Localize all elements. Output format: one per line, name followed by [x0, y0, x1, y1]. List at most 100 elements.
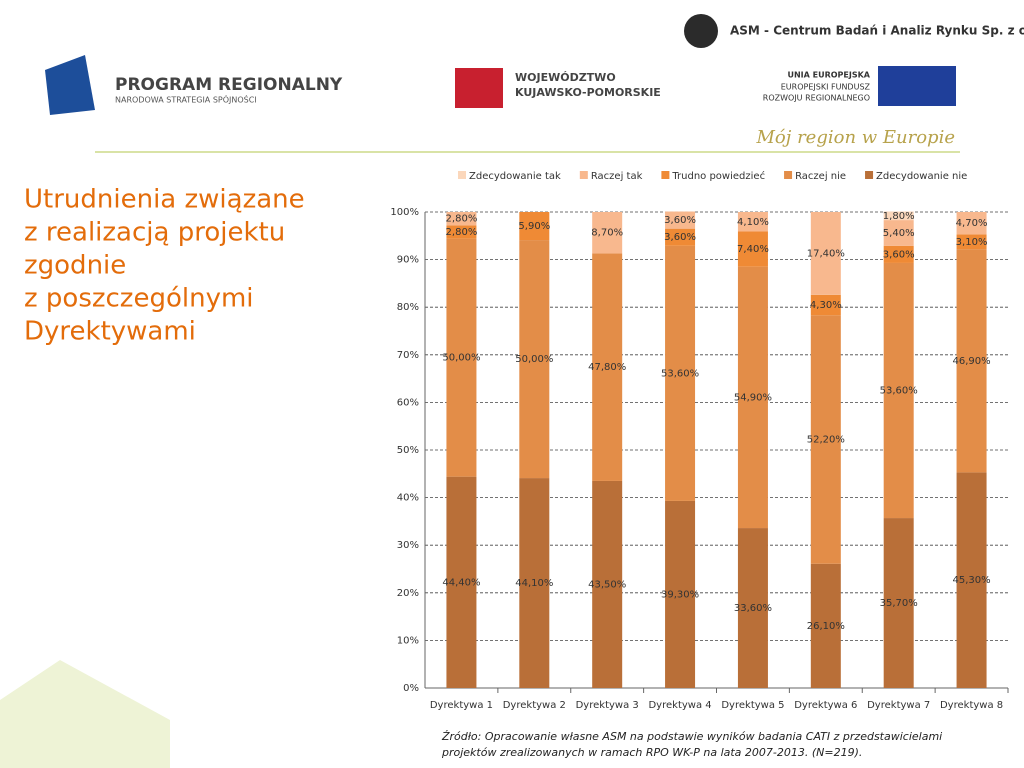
bar-segment	[737, 212, 768, 232]
legend-label: Zdecydowanie tak	[469, 171, 561, 182]
x-tick-label: Dyrektywa 7	[867, 700, 930, 711]
x-tick-label: Dyrektywa 1	[430, 700, 493, 711]
bar-segment	[956, 234, 987, 250]
bar-segment	[446, 225, 477, 239]
bar-segment	[883, 518, 914, 688]
data-label: 3,60%	[883, 249, 915, 260]
data-label: 45,30%	[952, 575, 990, 586]
title-line: zgodnie	[24, 251, 126, 281]
bar-segment	[810, 294, 841, 316]
region: KUJAWSKO-POMORSKIE	[515, 86, 661, 99]
title-line: Dyrektywami	[24, 317, 196, 347]
company: ASM - Centrum Badań i Analiz Rynku Sp. z…	[730, 24, 1024, 38]
x-tick-label: Dyrektywa 3	[576, 700, 639, 711]
bar-segment	[665, 245, 696, 501]
x-tick-label: Dyrektywa 4	[648, 700, 711, 711]
legend-label: Raczej tak	[591, 171, 643, 182]
asm-logo	[684, 14, 718, 48]
bar-segment	[519, 478, 550, 688]
source: Źródło: Opracowanie własne ASM na podsta…	[441, 730, 942, 743]
y-tick-label: 90%	[397, 255, 419, 266]
data-label: 7,40%	[737, 244, 769, 255]
motto: Mój region w Europie	[756, 127, 956, 148]
y-tick-label: 40%	[397, 493, 419, 504]
legend-swatch	[661, 171, 670, 179]
data-label: 3,60%	[664, 232, 696, 243]
bar-segment	[519, 212, 550, 241]
data-label: 3,10%	[956, 237, 988, 248]
y-tick-label: 0%	[403, 683, 419, 694]
data-label: 4,70%	[956, 218, 988, 229]
legend-swatch	[579, 171, 588, 179]
bar-segment	[592, 253, 623, 481]
data-label: 53,60%	[880, 386, 918, 397]
data-label: 26,10%	[807, 621, 845, 632]
data-label: 8,70%	[591, 228, 623, 239]
legend-label: Raczej nie	[795, 171, 846, 182]
y-tick-label: 70%	[397, 350, 419, 361]
program-sub: NARODOWA STRATEGIA SPÓJNOŚCI	[115, 94, 257, 105]
x-tick-label: Dyrektywa 2	[503, 700, 566, 711]
data-label: 53,60%	[661, 368, 699, 379]
x-tick-label: Dyrektywa 6	[794, 700, 857, 711]
y-tick-label: 60%	[397, 397, 419, 408]
decoration	[0, 660, 170, 768]
y-tick-label: 80%	[397, 302, 419, 313]
bar-segment	[665, 211, 696, 229]
bar-segment	[810, 563, 841, 688]
data-label: 47,80%	[588, 362, 626, 373]
eu: EUROPEJSKI FUNDUSZ	[781, 83, 871, 92]
bar-segment	[665, 500, 696, 688]
legend-swatch	[458, 171, 466, 179]
source: projektów zrealizowanych w ramach RPO WK…	[441, 746, 862, 759]
bar-segment	[956, 212, 987, 235]
data-label: 54,90%	[734, 392, 772, 403]
bar-segment	[956, 249, 987, 473]
y-tick-label: 10%	[397, 635, 419, 646]
data-label: 35,70%	[880, 598, 918, 609]
eu: ROZWOJU REGIONALNEGO	[763, 94, 870, 103]
bar-segment	[810, 212, 841, 295]
x-tick-label: Dyrektywa 8	[940, 700, 1003, 711]
data-label: 2,80%	[446, 227, 478, 238]
bar-segment	[446, 212, 477, 226]
bar-segment	[665, 228, 696, 246]
title-line: Utrudnienia związane	[24, 185, 305, 215]
title-line: z realizacją projektu	[24, 218, 285, 248]
data-label: 52,20%	[807, 435, 845, 446]
bar-segment	[592, 480, 623, 688]
data-label: 2,80%	[446, 214, 478, 225]
legend-label: Trudno powiedzieć	[671, 170, 765, 182]
data-label: 46,90%	[952, 356, 990, 367]
data-label: 50,00%	[515, 354, 553, 365]
data-label: 3,60%	[664, 215, 696, 226]
data-label: 1,80%	[883, 211, 915, 222]
data-label: 4,10%	[737, 217, 769, 228]
legend-label: Zdecydowanie nie	[876, 171, 967, 182]
data-label: 44,10%	[515, 578, 553, 589]
bar-segment	[810, 315, 841, 564]
region: WOJEWÓDZTWO	[515, 71, 616, 84]
bar-segment	[737, 231, 768, 267]
bar-segment	[592, 212, 623, 254]
data-label: 17,40%	[807, 248, 845, 259]
region-crest	[455, 68, 503, 108]
y-tick-label: 100%	[390, 207, 419, 218]
program: PROGRAM REGIONALNY	[115, 75, 343, 95]
bar-segment	[956, 472, 987, 688]
bar-segment	[446, 238, 477, 477]
legend-swatch	[865, 171, 874, 179]
data-label: 39,30%	[661, 589, 699, 600]
data-label: 50,00%	[442, 353, 480, 364]
bar-segment	[883, 262, 914, 519]
eu-flag	[878, 66, 956, 106]
y-tick-label: 50%	[397, 445, 419, 456]
bar-segment	[519, 240, 550, 479]
bar-segment	[883, 245, 914, 263]
bar-segment	[737, 528, 768, 688]
y-tick-label: 20%	[397, 588, 419, 599]
program-logo	[45, 55, 95, 115]
